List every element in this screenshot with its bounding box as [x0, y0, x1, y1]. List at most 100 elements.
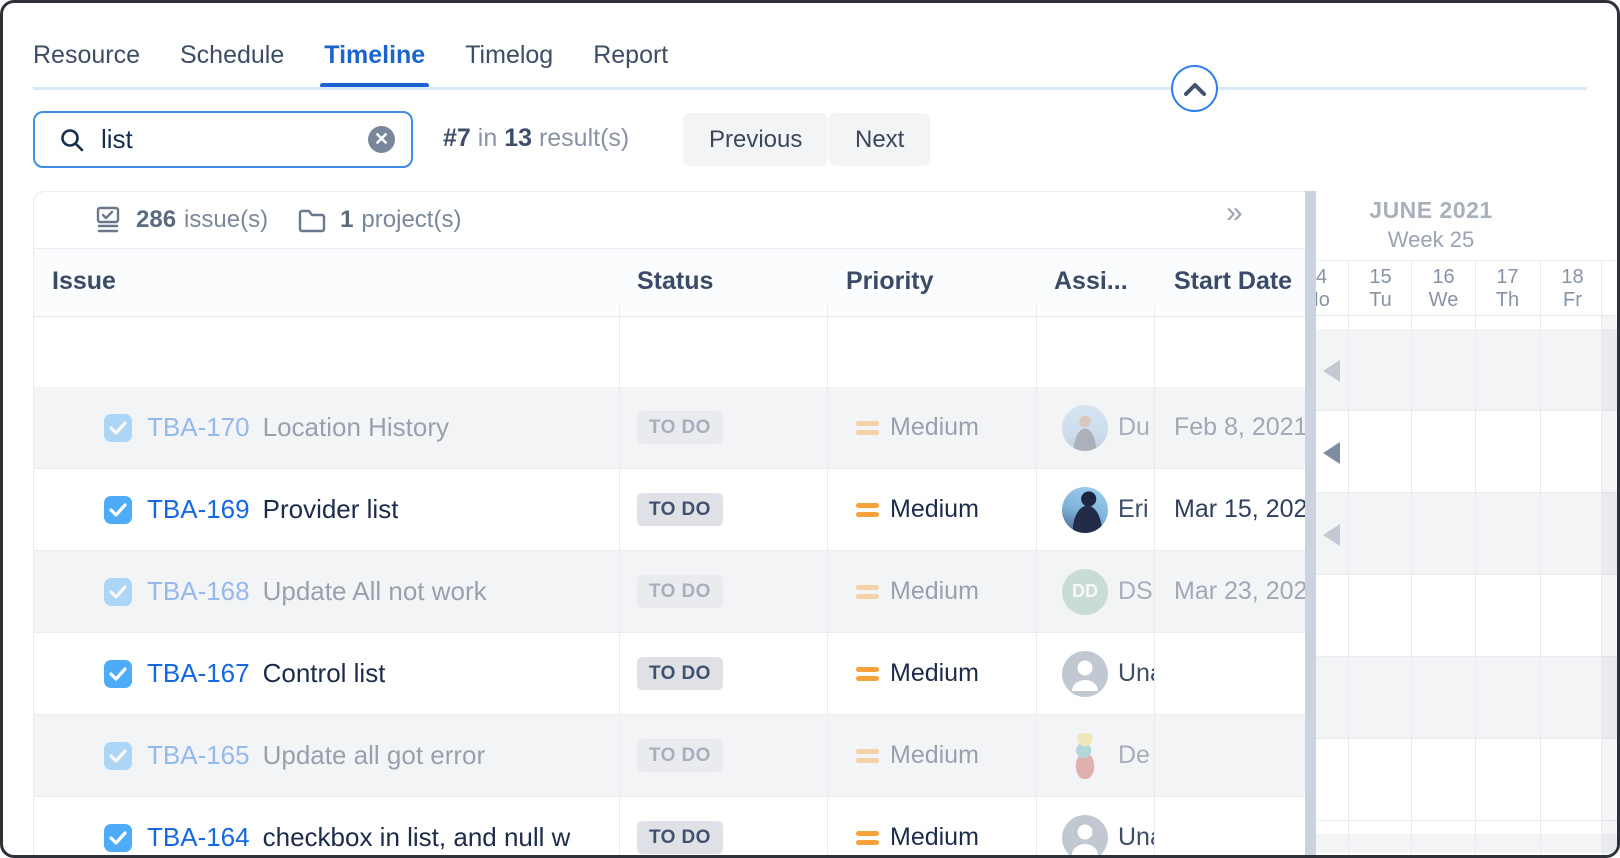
row-checkbox[interactable]: [104, 741, 132, 770]
row-checkbox[interactable]: [104, 495, 132, 524]
timeline-month-label: JUNE 2021: [1369, 197, 1493, 223]
column-header-start-date[interactable]: Start Date: [1174, 267, 1293, 295]
status-cell: TO DO: [637, 551, 825, 632]
timeline-row[interactable]: [1316, 493, 1617, 575]
result-total: 13: [504, 124, 532, 152]
assignee-avatar: [1062, 814, 1108, 855]
row-checkbox[interactable]: [104, 413, 132, 442]
bar-offscreen-left-marker[interactable]: [1323, 442, 1340, 464]
timeline-rows: [1316, 316, 1617, 853]
summary-bar: 286 issue(s) 1 project(s) »: [34, 192, 1617, 249]
row-checkbox[interactable]: [104, 577, 132, 606]
start-date-cell: Mar 23, 2021: [1174, 551, 1306, 632]
priority-label: Medium: [890, 413, 979, 441]
bar-offscreen-left-marker[interactable]: [1323, 360, 1340, 382]
assignee-avatar: [1062, 650, 1108, 697]
search-input[interactable]: list ✕: [33, 111, 413, 168]
start-date-cell: [1174, 633, 1306, 714]
issue-title: Update All not work: [262, 576, 487, 606]
issues-stack-icon: [96, 206, 120, 233]
bar-offscreen-left-marker[interactable]: [1323, 524, 1340, 546]
table-row[interactable]: TBA-167 Control list TO DO Medium Unassi…: [34, 633, 1306, 715]
tab-schedule[interactable]: Schedule: [180, 41, 285, 69]
column-header-assignee[interactable]: Assi...: [1054, 267, 1128, 295]
assignee-name: DS: [1118, 577, 1153, 605]
projects-label: project(s): [361, 206, 462, 233]
issue-key-link[interactable]: TBA-169: [147, 494, 250, 524]
timeline-row[interactable]: [1316, 411, 1617, 493]
row-gap: [1316, 316, 1617, 329]
timeline-row[interactable]: [1316, 329, 1617, 411]
column-header-priority[interactable]: Priority: [846, 267, 934, 295]
row-checkbox[interactable]: [104, 659, 132, 688]
issue-cell: TBA-165 Update all got error: [104, 715, 619, 796]
issue-key-link[interactable]: TBA-164: [147, 822, 250, 852]
issue-cell: TBA-168 Update All not work: [104, 551, 619, 632]
clear-search-button[interactable]: ✕: [368, 126, 395, 153]
table-row[interactable]: TBA-169 Provider list TO DO Medium Eri M…: [34, 469, 1306, 551]
assignee-avatar: [1062, 486, 1108, 533]
priority-label: Medium: [890, 823, 979, 851]
projects-count: 1: [340, 206, 354, 233]
priority-medium-icon: [856, 420, 879, 435]
issue-title: Control list: [262, 658, 386, 688]
issue-table: Issue Status Priority Assi... Start Date…: [34, 249, 1306, 855]
search-value: list: [101, 124, 133, 154]
table-row[interactable]: TBA-168 Update All not work TO DO Medium…: [34, 551, 1306, 633]
status-cell: TO DO: [637, 469, 825, 550]
issue-key-link[interactable]: TBA-170: [147, 412, 250, 442]
row-checkbox[interactable]: [104, 823, 132, 852]
start-date-cell: Mar 15, 2021: [1174, 469, 1306, 550]
issue-title: Provider list: [262, 494, 399, 524]
pane-splitter[interactable]: [1305, 191, 1316, 855]
assignee-cell: Unassigned: [1062, 633, 1154, 714]
status-badge: TO DO: [637, 657, 723, 690]
assignee-cell: Unassigned: [1062, 797, 1154, 855]
tab-resource[interactable]: Resource: [33, 41, 140, 69]
column-header-status[interactable]: Status: [637, 267, 714, 295]
status-cell: TO DO: [637, 797, 825, 855]
issue-key-link[interactable]: TBA-167: [147, 658, 250, 688]
table-row[interactable]: TBA-165 Update all got error TO DO Mediu…: [34, 715, 1306, 797]
issue-cell: TBA-167 Control list: [104, 633, 619, 714]
timeline-row[interactable]: [1316, 739, 1617, 821]
priority-cell: Medium: [856, 551, 1034, 632]
assignee-cell: DD DS: [1062, 551, 1154, 632]
assignee-cell: Du: [1062, 387, 1154, 468]
result-suffix: result(s): [538, 124, 630, 152]
timeline-row[interactable]: [1316, 657, 1617, 739]
check-icon: [109, 584, 127, 599]
collapse-panel-button[interactable]: [1171, 65, 1218, 112]
partial-row: [1316, 834, 1617, 853]
timeline-row[interactable]: [1316, 575, 1617, 657]
priority-label: Medium: [890, 741, 979, 769]
status-badge: TO DO: [637, 493, 723, 526]
previous-result-button[interactable]: Previous: [683, 113, 829, 166]
column-header-issue[interactable]: Issue: [52, 267, 116, 295]
priority-cell: Medium: [856, 797, 1034, 855]
tab-timelog[interactable]: Timelog: [465, 41, 554, 69]
issue-cell: TBA-164 checkbox in list, and null w: [104, 797, 619, 855]
table-header-row: Issue Status Priority Assi... Start Date: [34, 249, 1306, 317]
table-row[interactable]: TBA-164 checkbox in list, and null w TO …: [34, 797, 1306, 855]
tab-report[interactable]: Report: [593, 41, 669, 69]
avatar-initials: DD: [1072, 581, 1098, 601]
status-badge: TO DO: [637, 739, 723, 772]
next-result-button[interactable]: Next: [829, 113, 931, 166]
tab-timeline[interactable]: Timeline: [320, 41, 430, 88]
priority-cell: Medium: [856, 469, 1034, 550]
priority-medium-icon: [856, 748, 879, 763]
start-date-value: Mar 15, 2021: [1174, 495, 1306, 523]
issue-key-link[interactable]: TBA-168: [147, 576, 250, 606]
assignee-name: Unassigned: [1118, 823, 1154, 851]
assignee-cell: De: [1062, 715, 1154, 796]
expand-columns-icon[interactable]: »: [1226, 196, 1243, 229]
table-row[interactable]: TBA-170 Location History TO DO Medium Du…: [34, 387, 1306, 469]
top-tab-bar: Resource Schedule Timeline Timelog Repor…: [33, 41, 669, 88]
priority-medium-icon: [856, 502, 879, 517]
gantt-card: 286 issue(s) 1 project(s) » Issue Status…: [33, 191, 1617, 855]
issue-key-link[interactable]: TBA-165: [147, 740, 250, 770]
status-cell: TO DO: [637, 633, 825, 714]
tab-divider: [33, 87, 1587, 90]
